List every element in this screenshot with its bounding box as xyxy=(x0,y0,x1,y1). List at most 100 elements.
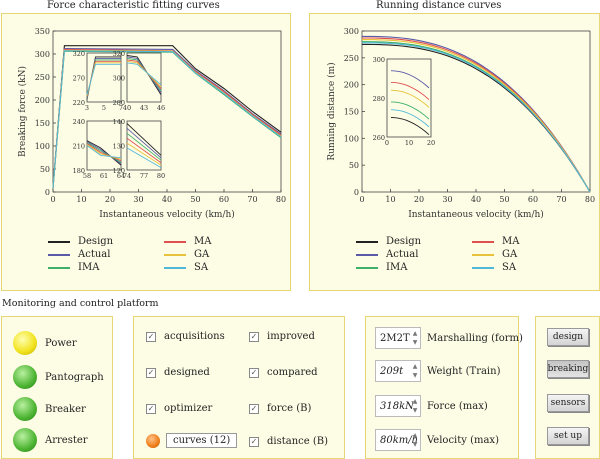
curves-field[interactable]: curves (12) xyxy=(166,433,238,448)
y-axis-label: Breaking force (kN) xyxy=(17,66,28,157)
param-weight: 209t ▲ ▼ Weight (Train) xyxy=(375,360,500,382)
inset-series-line xyxy=(390,89,430,108)
param-velocity: 80km/h ▲ ▼ Velocity (max) xyxy=(375,429,499,451)
x-tick-label: 30 xyxy=(442,195,452,204)
y-tick-label: 50 xyxy=(40,165,50,174)
legend-item: Actual xyxy=(48,249,110,260)
train-parameters-panel: 2M2T ▲ ▼ Marshalling (form) 209t ▲ ▼ Weight … xyxy=(365,316,523,459)
inset-y-tick-label: 300 xyxy=(373,56,385,64)
checkbox-optimizer[interactable]: ✓ optimizer xyxy=(146,403,213,414)
legend-swatch xyxy=(356,253,378,256)
y-tick-label: 250 xyxy=(35,73,50,82)
y-tick-label: 0 xyxy=(45,188,50,197)
legend-label: SA xyxy=(502,262,517,273)
distance-chart: 0 10 20 30 40 50 60 70 80050100150200250300Insta… xyxy=(326,27,595,220)
display-options-panel: ✓ acquisitions ✓ designed ✓ optimizer curve… xyxy=(133,316,345,459)
inset-series-line xyxy=(86,143,122,162)
inset-y-tick-label: 240 xyxy=(73,118,85,126)
inset-y-tick-label: 270 xyxy=(73,75,85,83)
legend-swatch xyxy=(356,240,378,243)
checkbox-icon: ✓ xyxy=(249,367,259,378)
legend-swatch xyxy=(472,240,494,243)
inset-series-line xyxy=(390,101,430,120)
legend-swatch xyxy=(164,240,186,243)
velocity-stepper[interactable]: 80km/h ▲ ▼ xyxy=(375,429,421,451)
x-tick-label: 70 xyxy=(556,195,566,204)
inset-series-line xyxy=(390,117,430,136)
inset-y-tick-label: 320 xyxy=(113,50,125,58)
x-tick-label: 80 xyxy=(585,195,595,204)
legend-swatch xyxy=(164,266,186,269)
legend-swatch xyxy=(356,266,378,269)
inset-y-tick-label: 130 xyxy=(113,143,125,151)
force-stepper[interactable]: 318kN ▲ ▼ xyxy=(375,395,421,417)
legend-label: GA xyxy=(194,249,210,260)
legend-label: Design xyxy=(78,236,114,247)
y-tick-label: 50 xyxy=(349,161,359,170)
series-line xyxy=(362,42,591,193)
inset-frame xyxy=(126,52,162,103)
checkbox-designed[interactable]: ✓ designed xyxy=(146,367,210,378)
breaking-button[interactable]: breaking xyxy=(547,360,589,378)
curves-count[interactable]: curves (12) xyxy=(146,433,238,448)
legend-label: IMA xyxy=(386,262,408,273)
inset-y-tick-label: 300 xyxy=(113,75,125,83)
inset-series-line xyxy=(390,81,430,100)
y-tick-label: 350 xyxy=(35,27,50,36)
inset-y-tick-label: 210 xyxy=(73,143,85,151)
inset-series-line xyxy=(126,57,162,91)
x-tick-label: 50 xyxy=(499,195,509,204)
inset-y-tick-label: 280 xyxy=(113,99,125,107)
inset-y-tick-label: 320 xyxy=(73,50,85,58)
inset-x-tick-label: 46 xyxy=(157,104,165,112)
checkbox-compared[interactable]: ✓ compared xyxy=(249,367,318,378)
inset-y-tick-label: 180 xyxy=(73,167,85,175)
legend-label: GA xyxy=(502,249,518,260)
checkbox-force[interactable]: ✓ force (B) xyxy=(249,403,312,414)
inset-series-line xyxy=(86,63,121,95)
inset-series-line xyxy=(126,147,162,168)
legend-item: Design xyxy=(48,236,113,247)
x-axis-label: Instantaneous velocity (km/h) xyxy=(99,209,235,220)
force-chart-panel: 0 10 20 30 40 50 60 70 80 0 50 100 150 200 250 300 350 In… xyxy=(1,13,291,291)
y-tick-label: 200 xyxy=(344,81,359,90)
sensors-button[interactable]: sensors xyxy=(547,394,589,412)
checkbox-acquisitions[interactable]: ✓ acquisitions xyxy=(146,331,225,342)
inset-series-line xyxy=(126,142,162,166)
inset-series-line xyxy=(126,123,162,156)
legend-item: GA xyxy=(164,249,209,260)
inset-series-line xyxy=(126,60,162,88)
distance-chart-panel: 0 10 20 30 40 50 60 70 80 0 50 100 150 200 250 300 Insta… xyxy=(309,13,600,291)
legend-item: IMA xyxy=(356,262,407,273)
x-tick-label: 60 xyxy=(219,195,229,204)
distance-chart-legend: Design MA Actual GA IMA SA xyxy=(310,230,600,290)
inset-y-tick-label: 140 xyxy=(113,118,125,126)
legend-item: Actual xyxy=(356,249,418,260)
checkbox-improved[interactable]: ✓ improved xyxy=(249,331,315,342)
lamp-breaker: Breaker xyxy=(13,397,86,421)
inset-x-tick-label: 40 xyxy=(123,104,131,112)
x-tick-label: 60 xyxy=(528,195,538,204)
legend-label: Design xyxy=(386,236,422,247)
legend-item: MA xyxy=(164,236,211,247)
legend-label: MA xyxy=(502,236,520,247)
x-tick-label: 50 xyxy=(190,195,200,204)
stepper-arrows-icon: ▲ ▼ xyxy=(412,398,418,414)
marshalling-stepper[interactable]: 2M2T ▲ ▼ xyxy=(375,327,421,349)
series-line xyxy=(52,47,282,189)
inset-y-tick-label: 120 xyxy=(113,167,125,175)
checkbox-distance[interactable]: ✓ distance (B) xyxy=(249,436,329,447)
lamp-pantograph: Pantograph xyxy=(13,365,104,389)
inset-x-tick-label: 10 xyxy=(405,139,413,147)
weight-stepper[interactable]: 209t ▲ ▼ xyxy=(375,360,421,382)
x-tick-label: 80 xyxy=(276,195,286,204)
inset-x-tick-label: 58 xyxy=(83,172,91,180)
force-chart: 0 10 20 30 40 50 60 70 80 0 50 100 150 200 250 300 350 In… xyxy=(17,27,286,220)
stepper-arrows-icon: ▲ ▼ xyxy=(412,432,418,448)
legend-swatch xyxy=(48,240,70,243)
x-tick-label: 10 xyxy=(385,195,395,204)
setup-button[interactable]: set up xyxy=(547,427,589,445)
legend-item: Design xyxy=(356,236,421,247)
design-button[interactable]: design xyxy=(547,328,589,346)
series-line xyxy=(52,45,282,188)
